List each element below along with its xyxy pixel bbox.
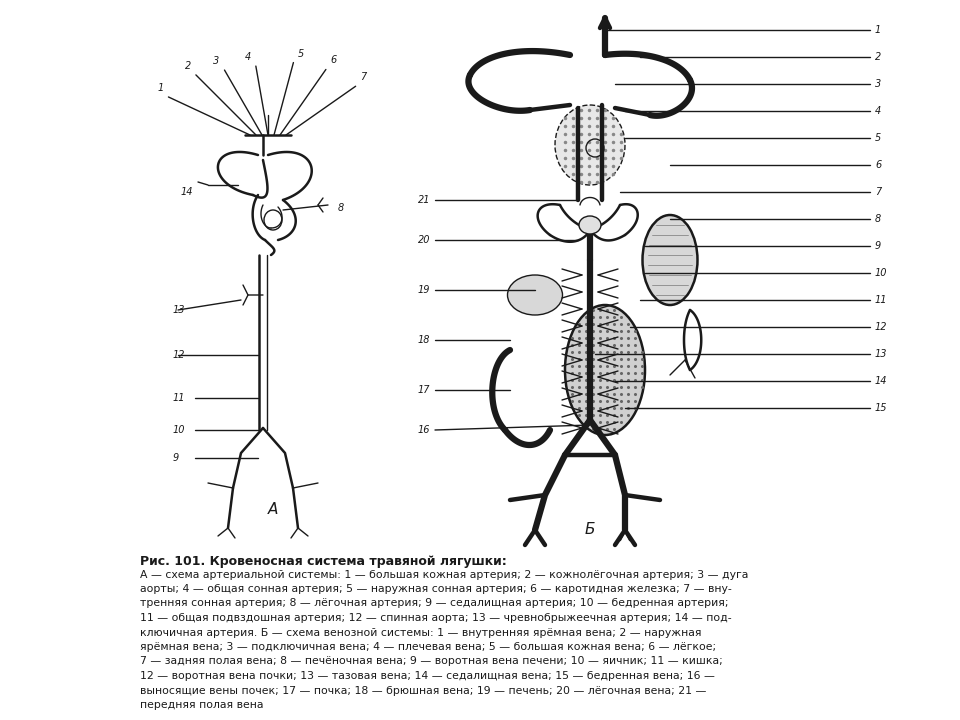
Text: передняя полая вена: передняя полая вена — [140, 700, 263, 710]
Text: Рис. 101. Кровеносная система травяной лягушки:: Рис. 101. Кровеносная система травяной л… — [140, 555, 507, 568]
Text: ярёмная вена; 3 — подключичная вена; 4 — плечевая вена; 5 — большая кожная вена;: ярёмная вена; 3 — подключичная вена; 4 —… — [140, 642, 716, 652]
Text: 14: 14 — [875, 376, 887, 386]
Text: 9: 9 — [875, 241, 881, 251]
Text: А — схема артериальной системы: 1 — большая кожная артерия; 2 — кожнолёгочная ар: А — схема артериальной системы: 1 — боль… — [140, 570, 749, 580]
Ellipse shape — [565, 305, 645, 435]
Text: 9: 9 — [173, 453, 180, 463]
Ellipse shape — [555, 105, 625, 185]
Text: 10: 10 — [875, 268, 887, 278]
Text: 5: 5 — [875, 133, 881, 143]
Text: 4: 4 — [245, 52, 251, 62]
Text: 1: 1 — [157, 83, 163, 93]
Text: 10: 10 — [173, 425, 185, 435]
Text: 6: 6 — [875, 160, 881, 170]
Text: 7 — задняя полая вена; 8 — печёночная вена; 9 — воротная вена печени; 10 — яични: 7 — задняя полая вена; 8 — печёночная ве… — [140, 657, 723, 667]
Ellipse shape — [579, 216, 601, 234]
Text: 12: 12 — [173, 350, 185, 360]
Text: 11 — общая подвздошная артерия; 12 — спинная аорта; 13 — чревнобрыжеечная артери: 11 — общая подвздошная артерия; 12 — спи… — [140, 613, 732, 623]
Text: 2: 2 — [184, 61, 191, 71]
Text: тренняя сонная артерия; 8 — лёгочная артерия; 9 — седалищная артерия; 10 — бедре: тренняя сонная артерия; 8 — лёгочная арт… — [140, 598, 729, 608]
Text: 19: 19 — [418, 285, 430, 295]
Text: 15: 15 — [875, 403, 887, 413]
Text: 3: 3 — [875, 79, 881, 89]
Text: 7: 7 — [875, 187, 881, 197]
Text: 1: 1 — [875, 25, 881, 35]
Text: 8: 8 — [338, 203, 345, 213]
Text: 11: 11 — [875, 295, 887, 305]
Text: аорты; 4 — общая сонная артерия; 5 — наружная сонная артерия; 6 — каротидная жел: аорты; 4 — общая сонная артерия; 5 — нар… — [140, 584, 732, 594]
Text: 16: 16 — [418, 425, 430, 435]
Ellipse shape — [508, 275, 563, 315]
Text: 13: 13 — [875, 349, 887, 359]
Text: 2: 2 — [875, 52, 881, 62]
Text: 12: 12 — [875, 322, 887, 332]
Text: 11: 11 — [173, 393, 185, 403]
Text: 12 — воротная вена почки; 13 — тазовая вена; 14 — седалищная вена; 15 — бедренна: 12 — воротная вена почки; 13 — тазовая в… — [140, 671, 715, 681]
Text: Б: Б — [585, 523, 595, 538]
Text: 13: 13 — [173, 305, 185, 315]
Text: 5: 5 — [299, 48, 304, 58]
Text: 21: 21 — [418, 195, 430, 205]
Text: 8: 8 — [875, 214, 881, 224]
Text: 7: 7 — [361, 72, 367, 82]
Text: 4: 4 — [875, 106, 881, 116]
Text: ключичная артерия. Б — схема венозной системы: 1 — внутренняя ярёмная вена; 2 — : ключичная артерия. Б — схема венозной си… — [140, 628, 702, 637]
Text: А: А — [268, 503, 278, 518]
Ellipse shape — [642, 215, 698, 305]
Text: 6: 6 — [331, 55, 337, 66]
Text: 3: 3 — [213, 56, 220, 66]
Text: 14: 14 — [181, 187, 194, 197]
Text: 20: 20 — [418, 235, 430, 245]
Text: 18: 18 — [418, 335, 430, 345]
Text: 17: 17 — [418, 385, 430, 395]
Text: выносящие вены почек; 17 — почка; 18 — брюшная вена; 19 — печень; 20 — лёгочная : выносящие вены почек; 17 — почка; 18 — б… — [140, 685, 707, 696]
